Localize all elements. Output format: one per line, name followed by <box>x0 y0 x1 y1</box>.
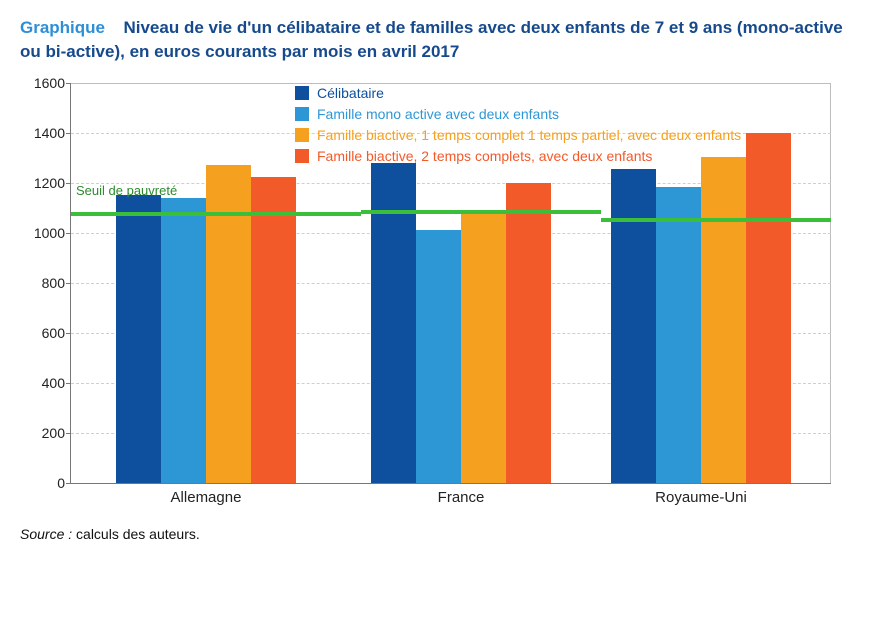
poverty-threshold-line <box>601 218 831 222</box>
title-main: Niveau de vie d'un célibataire et de fam… <box>20 18 843 61</box>
legend-swatch <box>295 128 309 142</box>
y-tick-label: 0 <box>21 475 65 491</box>
legend-swatch <box>295 86 309 100</box>
y-tick-mark <box>66 183 71 184</box>
y-tick-label: 1200 <box>21 175 65 191</box>
poverty-threshold-label: Seuil de pauvreté <box>76 183 177 198</box>
chart-container: CélibataireFamille mono active avec deux… <box>70 83 862 484</box>
x-category-label: Royaume-Uni <box>655 489 747 506</box>
y-tick-mark <box>66 283 71 284</box>
x-category-label: Allemagne <box>171 489 242 506</box>
bar <box>656 187 701 483</box>
source-line: Source : calculs des auteurs. <box>20 526 862 542</box>
legend-item: Famille biactive, 1 temps complet 1 temp… <box>295 125 741 146</box>
legend-swatch <box>295 107 309 121</box>
y-tick-mark <box>66 383 71 384</box>
poverty-threshold-line <box>71 212 361 216</box>
y-tick-label: 600 <box>21 325 65 341</box>
y-tick-mark <box>66 233 71 234</box>
y-tick-label: 1600 <box>21 75 65 91</box>
legend: CélibataireFamille mono active avec deux… <box>295 83 741 167</box>
y-tick-mark <box>66 333 71 334</box>
title-prefix: Graphique <box>20 18 105 37</box>
legend-item: Famille mono active avec deux enfants <box>295 104 741 125</box>
bar <box>251 177 296 483</box>
y-tick-mark <box>66 433 71 434</box>
legend-item: Célibataire <box>295 83 741 104</box>
legend-label: Célibataire <box>317 83 384 104</box>
y-tick-label: 400 <box>21 375 65 391</box>
source-prefix: Source : <box>20 526 72 542</box>
y-tick-label: 800 <box>21 275 65 291</box>
bar <box>116 195 161 483</box>
bar <box>701 157 746 483</box>
bar <box>746 133 791 483</box>
legend-swatch <box>295 149 309 163</box>
chart-title-block: Graphique Niveau de vie d'un célibataire… <box>20 16 862 65</box>
bar <box>506 183 551 483</box>
y-tick-mark <box>66 83 71 84</box>
bar <box>416 230 461 483</box>
y-tick-mark <box>66 483 71 484</box>
legend-label: Famille biactive, 1 temps complet 1 temp… <box>317 125 741 146</box>
y-tick-label: 1400 <box>21 125 65 141</box>
legend-label: Famille mono active avec deux enfants <box>317 104 559 125</box>
y-tick-label: 1000 <box>21 225 65 241</box>
bar <box>461 212 506 483</box>
source-text: calculs des auteurs. <box>72 526 200 542</box>
poverty-threshold-line <box>361 210 601 214</box>
y-tick-mark <box>66 133 71 134</box>
legend-item: Famille biactive, 2 temps complets, avec… <box>295 146 741 167</box>
bar <box>611 169 656 483</box>
bar <box>161 198 206 483</box>
x-category-label: France <box>438 489 485 506</box>
y-tick-label: 200 <box>21 425 65 441</box>
legend-label: Famille biactive, 2 temps complets, avec… <box>317 146 652 167</box>
